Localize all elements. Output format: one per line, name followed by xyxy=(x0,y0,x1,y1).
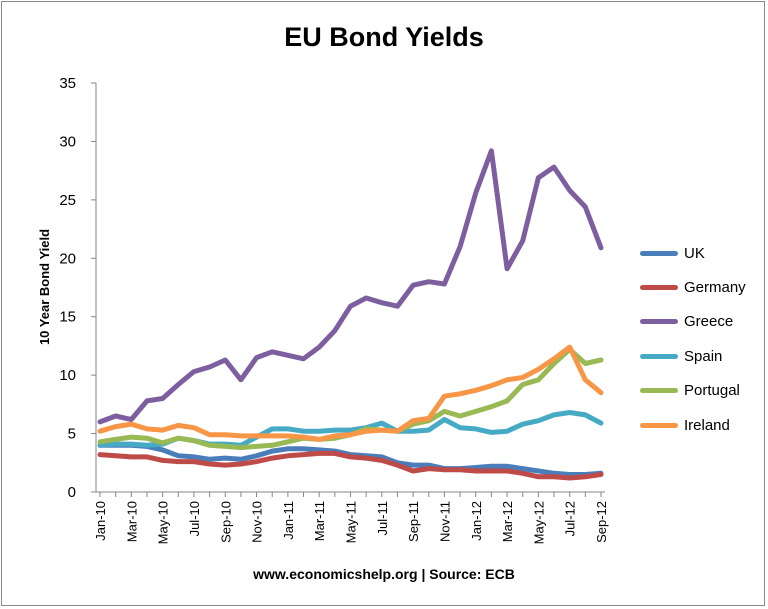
y-tick-label: 35 xyxy=(59,75,76,92)
legend-label: Spain xyxy=(684,347,723,365)
legend-swatch xyxy=(640,388,678,394)
legend: UK Germany Greece Spain Portugal Ireland xyxy=(640,236,746,442)
x-tick-label: May-10 xyxy=(156,501,171,544)
legend-label: Ireland xyxy=(684,416,730,434)
x-tick-label: May-12 xyxy=(531,501,546,544)
y-tick-label: 30 xyxy=(59,133,76,150)
y-axis-label: 10 Year Bond Yield xyxy=(37,229,52,345)
x-tick-label: Jul-10 xyxy=(187,501,202,536)
legend-item-germany: Germany xyxy=(640,270,746,304)
y-tick-label: 0 xyxy=(68,484,76,501)
x-tick-label: Jul-11 xyxy=(375,501,390,535)
x-tick-label: May-11 xyxy=(344,501,359,543)
legend-label: Germany xyxy=(684,279,746,297)
legend-item-spain: Spain xyxy=(640,339,746,373)
y-tick-label: 25 xyxy=(59,192,76,209)
y-tick-label: 5 xyxy=(68,426,76,443)
legend-item-ireland: Ireland xyxy=(640,408,746,442)
legend-swatch xyxy=(640,422,678,428)
x-tick-label: Sep-11 xyxy=(406,501,421,542)
series-line-ireland xyxy=(97,344,604,442)
series-line-germany xyxy=(97,450,604,481)
legend-label: UK xyxy=(684,244,705,262)
legend-swatch xyxy=(640,250,678,256)
x-tick-label: Mar-10 xyxy=(124,501,139,542)
y-tick-label: 15 xyxy=(59,309,76,326)
legend-label: Greece xyxy=(684,313,734,331)
x-tick-label: Jan-10 xyxy=(93,501,108,541)
legend-item-greece: Greece xyxy=(640,305,746,339)
x-tick-label: Sep-10 xyxy=(218,501,233,543)
series-line-greece xyxy=(97,148,604,425)
x-tick-label: Mar-11 xyxy=(312,501,327,541)
x-tick-label: Sep-12 xyxy=(594,501,609,543)
legend-item-portugal: Portugal xyxy=(640,374,746,408)
y-tick-label: 10 xyxy=(59,367,76,384)
legend-swatch xyxy=(640,285,678,291)
x-tick-label: Jul-12 xyxy=(563,501,578,536)
x-tick-label: Jan-12 xyxy=(469,501,484,541)
source-footer: www.economicshelp.org | Source: ECB xyxy=(253,566,515,582)
chart-title: EU Bond Yields xyxy=(284,22,484,52)
x-tick-label: Jan-11 xyxy=(281,501,296,540)
legend-swatch xyxy=(640,353,678,359)
legend-label: Portugal xyxy=(684,382,740,400)
legend-swatch xyxy=(640,319,678,325)
x-tick-label: Nov-11 xyxy=(437,501,452,542)
legend-item-uk: UK xyxy=(640,236,746,270)
x-tick-label: Mar-12 xyxy=(500,501,515,542)
y-tick-label: 20 xyxy=(59,250,76,267)
x-tick-label: Nov-10 xyxy=(250,501,265,543)
